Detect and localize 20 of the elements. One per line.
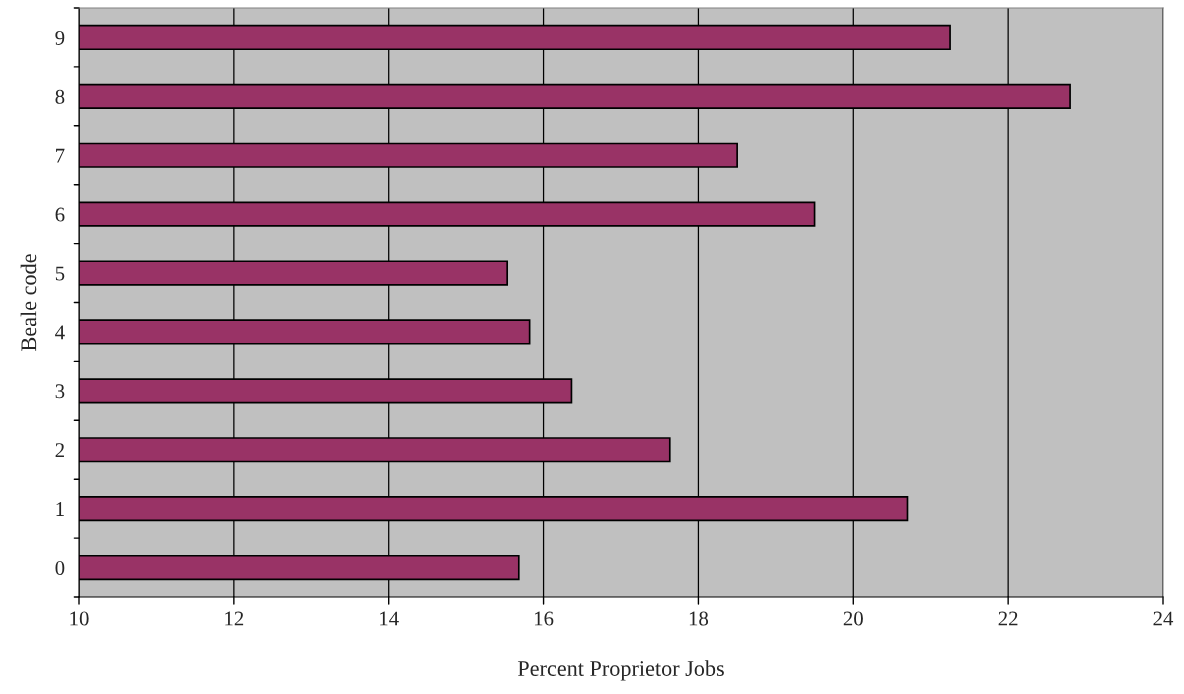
x-tick-label: 20 bbox=[843, 611, 863, 626]
x-tick-label: 22 bbox=[998, 611, 1018, 626]
y-tick-label: 5 bbox=[55, 266, 65, 281]
x-tick-label: 18 bbox=[689, 611, 709, 626]
y-tick-label: 7 bbox=[56, 148, 65, 163]
y-tick-label: 3 bbox=[55, 384, 65, 399]
x-axis-title: Percent Proprietor Jobs bbox=[517, 660, 724, 681]
y-tick-label: 9 bbox=[55, 30, 65, 45]
y-tick-label: 4 bbox=[55, 325, 65, 340]
y-tick-label: 1 bbox=[56, 502, 64, 516]
x-tick-label: 10 bbox=[70, 611, 89, 626]
x-tick-label: 12 bbox=[225, 611, 244, 626]
y-axis-title: Beale code bbox=[20, 254, 37, 351]
y-tick-label: 2 bbox=[55, 443, 64, 457]
y-tick-label: 8 bbox=[55, 89, 65, 104]
x-tick-label: 14 bbox=[380, 611, 399, 626]
x-tick-label: 16 bbox=[534, 611, 554, 626]
x-tick-label: 24 bbox=[1153, 611, 1174, 626]
y-tick-label: 0 bbox=[55, 560, 65, 575]
y-tick-label: 6 bbox=[55, 207, 65, 222]
